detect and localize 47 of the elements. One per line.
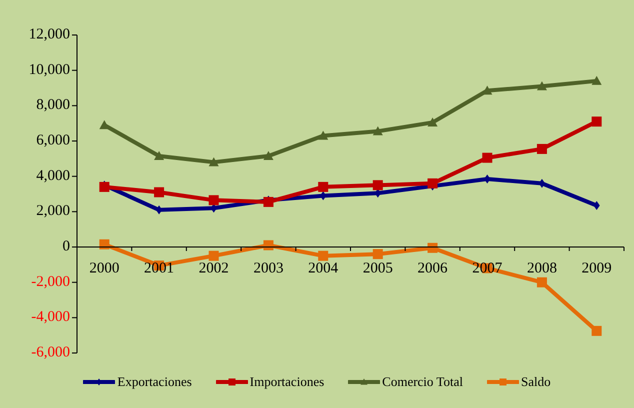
y-tick-label: 0 — [62, 238, 70, 254]
point — [208, 195, 219, 206]
point — [536, 81, 547, 90]
point — [428, 178, 438, 188]
y-tick-label: 6,000 — [36, 132, 70, 148]
point — [428, 117, 438, 126]
y-tick-label: 8,000 — [36, 97, 70, 114]
point — [263, 151, 274, 160]
y-tick-label: -2,000 — [31, 274, 70, 290]
y-tick-label: 2,000 — [36, 203, 70, 220]
point — [592, 326, 602, 336]
point — [536, 277, 547, 288]
point — [592, 116, 602, 127]
y-tick-label: -6,000 — [31, 344, 70, 360]
point — [99, 120, 110, 130]
legend-label: Importaciones — [250, 374, 324, 390]
legend-label: Comercio Total — [382, 374, 463, 390]
legend-label: Exportaciones — [117, 374, 192, 390]
point — [99, 239, 110, 250]
y-tick-label: 4,000 — [36, 168, 70, 184]
x-tick-label: 2005 — [362, 260, 393, 276]
point — [154, 187, 164, 198]
point — [536, 144, 547, 154]
x-tick-label: 2008 — [526, 260, 557, 276]
point — [428, 242, 438, 253]
x-tick-label: 2009 — [582, 260, 612, 276]
point — [263, 240, 274, 250]
point — [318, 130, 328, 140]
x-tick-label: 2006 — [418, 260, 448, 276]
point — [208, 157, 219, 166]
point — [318, 182, 328, 192]
point — [208, 250, 219, 261]
point — [592, 76, 602, 85]
legend-label: Saldo — [520, 374, 551, 390]
point — [154, 151, 164, 160]
y-tick-label: 10,000 — [28, 62, 70, 78]
y-tick-label: 12,000 — [28, 26, 70, 42]
y-tick-label: -4,000 — [31, 309, 70, 326]
x-tick-label: 2003 — [253, 260, 284, 276]
point — [482, 152, 492, 163]
point — [372, 126, 383, 136]
x-tick-label: 2004 — [308, 260, 339, 276]
point — [318, 250, 328, 261]
x-tick-label: 2000 — [89, 260, 120, 276]
point — [372, 180, 383, 190]
x-tick-label: 2002 — [198, 260, 229, 276]
point — [372, 249, 383, 260]
